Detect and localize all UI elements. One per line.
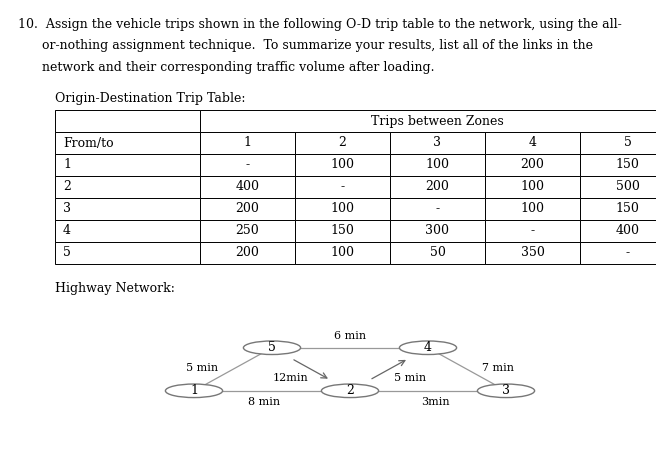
Bar (580, 132, 656, 154)
Bar (200, 242, 295, 264)
Text: 100: 100 (331, 158, 354, 171)
Text: 150: 150 (331, 224, 354, 238)
Text: Trips between Zones: Trips between Zones (371, 114, 504, 127)
Bar (390, 154, 485, 176)
Ellipse shape (243, 341, 300, 354)
Text: 1: 1 (63, 158, 71, 171)
Text: 150: 150 (615, 158, 640, 171)
Bar (200, 132, 295, 154)
Bar (55, 132, 200, 154)
Text: -: - (340, 180, 344, 193)
Bar (55, 154, 200, 176)
Text: Highway Network:: Highway Network: (55, 282, 175, 295)
Ellipse shape (400, 341, 457, 354)
Bar (580, 242, 656, 264)
Text: 3: 3 (63, 202, 71, 216)
Text: From/to: From/to (63, 136, 113, 149)
Bar (485, 154, 580, 176)
Text: 12min: 12min (272, 373, 308, 383)
Bar (295, 198, 390, 220)
Bar (200, 110, 656, 132)
Text: 100: 100 (331, 246, 354, 260)
Text: 200: 200 (426, 180, 449, 193)
Text: 5 min: 5 min (186, 363, 218, 373)
Text: 1: 1 (190, 384, 198, 397)
Bar (200, 154, 295, 176)
Text: Origin-Destination Trip Table:: Origin-Destination Trip Table: (55, 92, 245, 105)
Ellipse shape (478, 384, 535, 398)
Ellipse shape (321, 384, 379, 398)
Text: 3: 3 (434, 136, 441, 149)
Bar (295, 176, 390, 198)
Text: 5: 5 (624, 136, 632, 149)
Text: 2: 2 (338, 136, 346, 149)
Text: 3: 3 (502, 384, 510, 397)
Text: 400: 400 (236, 180, 260, 193)
Text: -: - (531, 224, 535, 238)
Text: 350: 350 (521, 246, 544, 260)
Text: or-nothing assignment technique.  To summarize your results, list all of the lin: or-nothing assignment technique. To summ… (18, 39, 593, 53)
Bar (55, 220, 200, 242)
Bar (295, 242, 390, 264)
Text: 200: 200 (521, 158, 544, 171)
Bar (390, 132, 485, 154)
Bar (390, 198, 485, 220)
Text: 2: 2 (346, 384, 354, 397)
Text: 1: 1 (243, 136, 251, 149)
Text: 100: 100 (426, 158, 449, 171)
Text: 2: 2 (63, 180, 71, 193)
Text: 400: 400 (615, 224, 640, 238)
Bar (580, 220, 656, 242)
Text: 100: 100 (520, 180, 544, 193)
Text: 4: 4 (424, 341, 432, 354)
Bar (580, 198, 656, 220)
Text: 100: 100 (520, 202, 544, 216)
Text: 100: 100 (331, 202, 354, 216)
Ellipse shape (165, 384, 222, 398)
Bar (485, 220, 580, 242)
Bar (55, 242, 200, 264)
Text: 5: 5 (63, 246, 71, 260)
Bar (55, 176, 200, 198)
Bar (200, 198, 295, 220)
Text: -: - (245, 158, 249, 171)
Bar (390, 176, 485, 198)
Text: 200: 200 (236, 202, 259, 216)
Bar (295, 132, 390, 154)
Text: 8 min: 8 min (248, 398, 280, 408)
Bar (200, 220, 295, 242)
Bar (390, 220, 485, 242)
Text: 200: 200 (236, 246, 259, 260)
Text: 5: 5 (268, 341, 276, 354)
Text: 6 min: 6 min (334, 331, 366, 341)
Bar (55, 110, 200, 132)
Bar (390, 242, 485, 264)
Bar (580, 154, 656, 176)
Bar (485, 132, 580, 154)
Bar (200, 176, 295, 198)
Bar (485, 176, 580, 198)
Bar (55, 198, 200, 220)
Bar (485, 198, 580, 220)
Text: 4: 4 (529, 136, 537, 149)
Text: 50: 50 (430, 246, 445, 260)
Text: 7 min: 7 min (482, 363, 514, 373)
Text: 10.  Assign the vehicle trips shown in the following O-D trip table to the netwo: 10. Assign the vehicle trips shown in th… (18, 18, 622, 31)
Text: 300: 300 (426, 224, 449, 238)
Text: -: - (436, 202, 440, 216)
Text: -: - (625, 246, 630, 260)
Text: 150: 150 (615, 202, 640, 216)
Bar (580, 176, 656, 198)
Text: network and their corresponding traffic volume after loading.: network and their corresponding traffic … (18, 61, 434, 74)
Text: 3min: 3min (422, 398, 450, 408)
Text: 500: 500 (615, 180, 640, 193)
Bar (295, 220, 390, 242)
Bar (295, 154, 390, 176)
Text: 5 min: 5 min (394, 373, 426, 383)
Text: 250: 250 (236, 224, 259, 238)
Bar (485, 242, 580, 264)
Text: 4: 4 (63, 224, 71, 238)
